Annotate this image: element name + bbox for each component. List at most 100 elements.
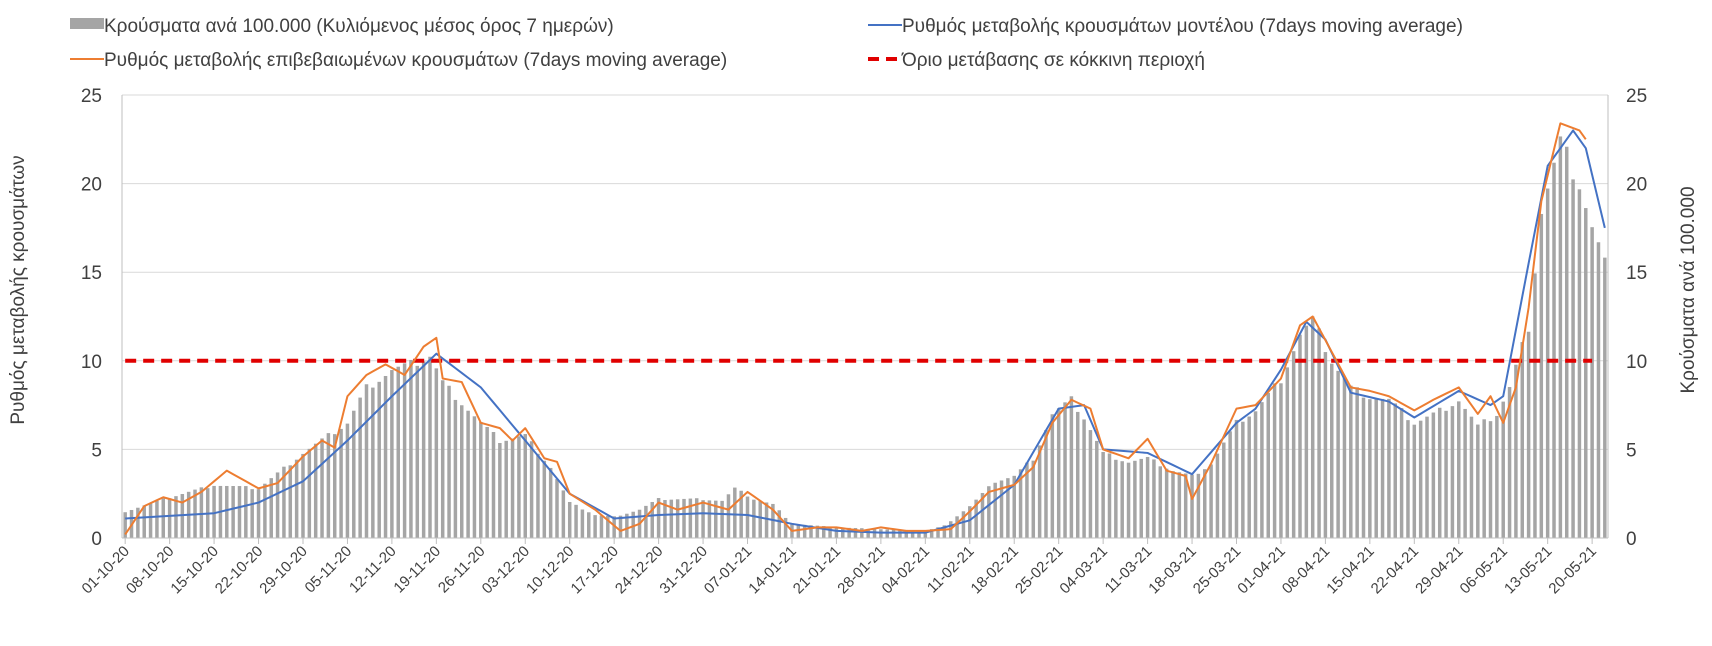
bar (225, 485, 229, 538)
bar (421, 361, 426, 538)
bar (555, 479, 559, 538)
y-tick-label-left: 15 (81, 263, 102, 284)
bar (447, 385, 451, 538)
bar (479, 422, 483, 538)
bar (1558, 136, 1563, 538)
bar (891, 529, 896, 538)
bar (987, 486, 991, 538)
bar (256, 489, 261, 538)
bar (1393, 403, 1397, 538)
bar (682, 498, 686, 538)
bar (402, 363, 407, 538)
bar (390, 370, 394, 538)
bar (777, 510, 782, 538)
bar (1330, 363, 1334, 538)
bar (1247, 416, 1251, 538)
bar (1120, 461, 1124, 538)
y-tick-label-right: 15 (1626, 263, 1647, 284)
bar (517, 436, 521, 538)
bar (802, 524, 807, 538)
bar (841, 527, 845, 538)
bar (237, 486, 242, 538)
bar (663, 500, 667, 538)
bar (834, 527, 839, 538)
bar (783, 517, 788, 538)
bar (472, 416, 477, 538)
bar (1399, 408, 1404, 538)
bar (1425, 416, 1429, 538)
bar (1387, 398, 1391, 538)
line-series (124, 122, 1606, 536)
bar (612, 516, 616, 538)
legend-swatch-bars (70, 18, 104, 29)
bar (1444, 410, 1448, 538)
bar (1368, 399, 1372, 538)
bar (396, 366, 400, 538)
bar (148, 503, 153, 538)
bar (714, 500, 718, 538)
bar (536, 453, 540, 538)
bar (1361, 397, 1366, 538)
bar (656, 498, 661, 538)
bar (1380, 398, 1385, 538)
bar (1183, 473, 1188, 538)
bar (758, 501, 762, 538)
bar (523, 434, 527, 538)
bar (548, 467, 553, 538)
bar (917, 530, 921, 538)
bar (809, 525, 813, 538)
bar (1228, 431, 1232, 538)
bar (409, 359, 413, 538)
bar (599, 515, 604, 538)
bar (974, 499, 978, 538)
bar (1037, 445, 1042, 538)
bar (339, 428, 343, 538)
bar (1088, 430, 1093, 538)
y-tick-label-right: 25 (1626, 86, 1647, 107)
bar (485, 426, 489, 538)
bar (282, 466, 286, 538)
bar (1234, 419, 1239, 538)
bar (1533, 273, 1537, 538)
bar (1203, 469, 1207, 538)
legend-label-model-rate: Ρυθμός μεταβολής κρουσμάτων μοντέλου (7d… (902, 16, 1463, 37)
bar (815, 525, 820, 538)
bar (1603, 257, 1607, 538)
bar (828, 527, 832, 538)
bar (1139, 458, 1143, 538)
bar (1431, 412, 1436, 538)
bar (358, 397, 362, 538)
bar (1590, 227, 1594, 538)
bar (644, 505, 648, 538)
bar (1152, 459, 1156, 538)
bar (1336, 370, 1340, 538)
bar (1025, 462, 1029, 538)
bar (1545, 188, 1550, 539)
bar (1190, 474, 1194, 538)
y-tick-label-left: 10 (81, 352, 102, 373)
bar (453, 399, 458, 538)
bar (1253, 411, 1258, 538)
bar (1349, 385, 1353, 538)
bar (161, 498, 166, 538)
bar (1310, 316, 1315, 538)
bar (250, 489, 254, 538)
confirmed-rate-line (124, 122, 1587, 536)
bar (1526, 331, 1531, 538)
bar (796, 524, 801, 538)
y-tick-label-right: 0 (1626, 529, 1637, 550)
bar (847, 527, 851, 538)
bar (1412, 424, 1417, 538)
bar (1006, 478, 1010, 538)
bar (872, 529, 877, 538)
bar (1418, 420, 1423, 538)
bar (1114, 459, 1118, 538)
bar (961, 511, 966, 538)
bar (1145, 456, 1150, 538)
bar (1437, 407, 1442, 538)
bar (764, 502, 769, 538)
bar (1241, 421, 1245, 538)
bar (1012, 475, 1016, 538)
bar (428, 356, 432, 538)
bar (434, 368, 439, 538)
